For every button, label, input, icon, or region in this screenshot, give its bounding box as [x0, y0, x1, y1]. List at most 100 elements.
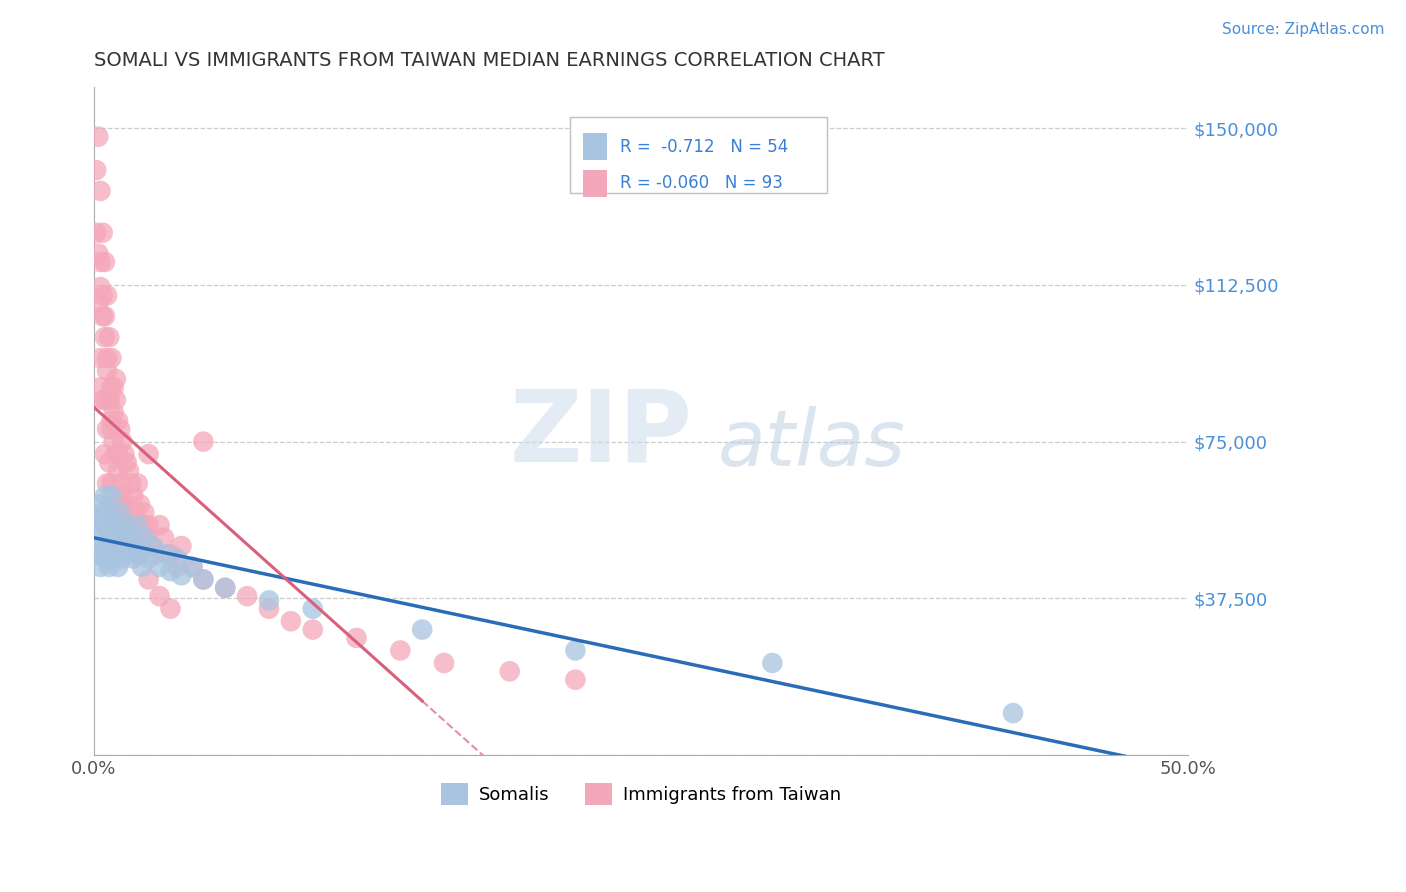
Point: [214, 581, 236, 595]
Point: [104, 518, 127, 533]
Point: [124, 506, 146, 520]
Point: [193, 573, 215, 587]
Point: [100, 422, 122, 436]
Point: [98, 330, 121, 344]
Point: [138, 447, 160, 461]
Point: [89, 280, 111, 294]
Point: [138, 551, 160, 566]
Text: atlas: atlas: [717, 406, 905, 482]
Point: [89, 518, 111, 533]
Point: [122, 489, 145, 503]
Point: [115, 548, 138, 562]
FancyBboxPatch shape: [583, 170, 607, 197]
Text: R =  -0.712   N = 54: R = -0.712 N = 54: [620, 137, 789, 156]
Point: [103, 497, 125, 511]
Point: [89, 255, 111, 269]
Text: SOMALI VS IMMIGRANTS FROM TAIWAN MEDIAN EARNINGS CORRELATION CHART: SOMALI VS IMMIGRANTS FROM TAIWAN MEDIAN …: [94, 51, 884, 70]
Point: [499, 665, 522, 679]
Point: [89, 497, 111, 511]
Point: [94, 551, 117, 566]
Point: [280, 614, 302, 628]
Point: [389, 643, 412, 657]
Point: [91, 310, 114, 324]
Point: [166, 551, 188, 566]
Point: [96, 363, 118, 377]
Point: [98, 392, 121, 407]
Point: [134, 531, 156, 545]
Point: [107, 518, 129, 533]
Point: [115, 455, 138, 469]
Point: [91, 539, 114, 553]
Point: [104, 372, 127, 386]
Point: [96, 476, 118, 491]
Point: [433, 656, 456, 670]
Point: [87, 246, 110, 260]
Point: [96, 351, 118, 365]
Point: [114, 447, 136, 461]
Point: [104, 447, 127, 461]
Point: [107, 447, 129, 461]
Point: [87, 129, 110, 144]
Point: [118, 531, 141, 545]
Point: [89, 380, 111, 394]
Point: [115, 518, 138, 533]
Point: [301, 623, 323, 637]
Point: [155, 548, 177, 562]
Point: [142, 539, 165, 553]
Point: [564, 673, 586, 687]
Point: [128, 548, 150, 562]
Point: [89, 184, 111, 198]
Point: [100, 351, 122, 365]
Point: [115, 518, 138, 533]
Point: [120, 476, 142, 491]
Point: [96, 548, 118, 562]
Point: [98, 560, 121, 574]
Point: [257, 601, 280, 615]
Point: [124, 539, 146, 553]
Point: [346, 631, 368, 645]
Point: [96, 531, 118, 545]
Point: [108, 476, 131, 491]
Point: [108, 539, 131, 553]
Point: [108, 422, 131, 436]
FancyBboxPatch shape: [569, 117, 827, 194]
Point: [107, 560, 129, 574]
Text: R = -0.060   N = 93: R = -0.060 N = 93: [620, 175, 783, 193]
Point: [236, 589, 259, 603]
Point: [138, 518, 160, 533]
Point: [94, 330, 117, 344]
Point: [127, 518, 149, 533]
Point: [257, 593, 280, 607]
Point: [122, 551, 145, 566]
Text: ZIP: ZIP: [510, 385, 693, 483]
Point: [84, 226, 107, 240]
FancyBboxPatch shape: [583, 133, 607, 160]
Point: [170, 568, 193, 582]
Point: [166, 560, 188, 574]
Point: [159, 548, 181, 562]
Point: [94, 489, 117, 503]
Point: [100, 526, 122, 541]
Point: [108, 506, 131, 520]
Point: [761, 656, 783, 670]
Point: [128, 497, 150, 511]
Point: [111, 497, 134, 511]
Point: [94, 255, 117, 269]
Point: [100, 489, 122, 503]
Point: [127, 539, 149, 553]
Point: [139, 539, 162, 553]
Point: [103, 539, 125, 553]
Point: [111, 551, 134, 566]
Point: [98, 506, 121, 520]
Point: [100, 476, 122, 491]
Point: [103, 405, 125, 419]
Point: [138, 573, 160, 587]
Point: [94, 447, 117, 461]
Point: [170, 539, 193, 553]
Point: [103, 434, 125, 449]
Point: [1002, 706, 1025, 720]
Point: [100, 380, 122, 394]
Point: [181, 560, 204, 574]
Point: [134, 506, 156, 520]
Point: [98, 392, 121, 407]
